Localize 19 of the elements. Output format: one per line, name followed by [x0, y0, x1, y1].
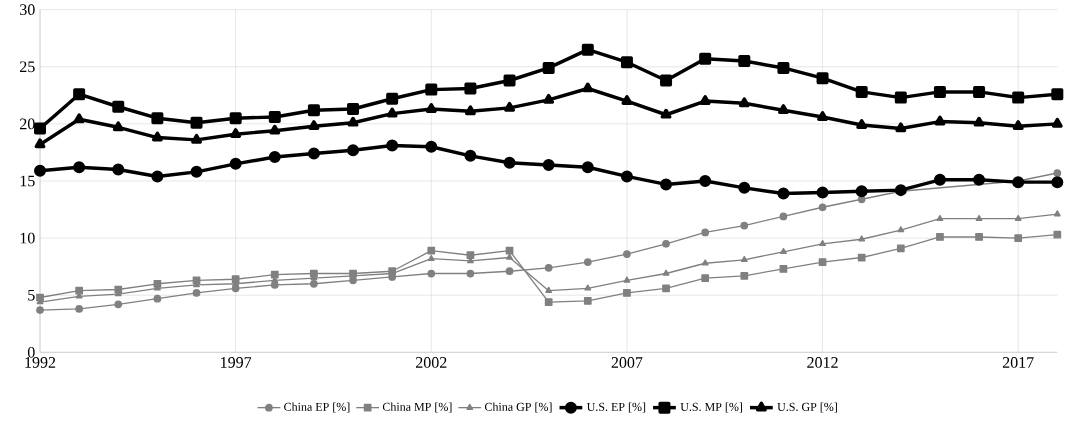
x-tick-label: 2007	[611, 357, 643, 368]
x-tick-label: 1992	[25, 357, 56, 368]
legend-label: China EP [%]	[284, 402, 350, 413]
legend-label: U.S. EP [%]	[586, 402, 646, 413]
y-tick-label: 25	[20, 61, 35, 73]
x-tick-label: 1997	[221, 357, 252, 368]
x-tick-label: 2012	[807, 357, 838, 368]
legend-label: U.S. MP [%]	[680, 402, 743, 413]
legend-label: China GP [%]	[484, 402, 552, 413]
y-tick-label: 5	[28, 289, 35, 301]
y-tick-label: 30	[20, 4, 35, 16]
y-tick-label: 15	[20, 175, 35, 187]
x-tick-label: 2017	[1002, 357, 1034, 368]
y-tick-label: 20	[20, 118, 35, 130]
y-tick-label: 10	[20, 232, 35, 244]
x-tick-label: 2002	[416, 357, 447, 368]
y-tick-label: 0	[27, 346, 35, 358]
legend-label: China MP [%]	[382, 402, 452, 413]
legend-label: U.S. GP [%]	[777, 402, 837, 413]
